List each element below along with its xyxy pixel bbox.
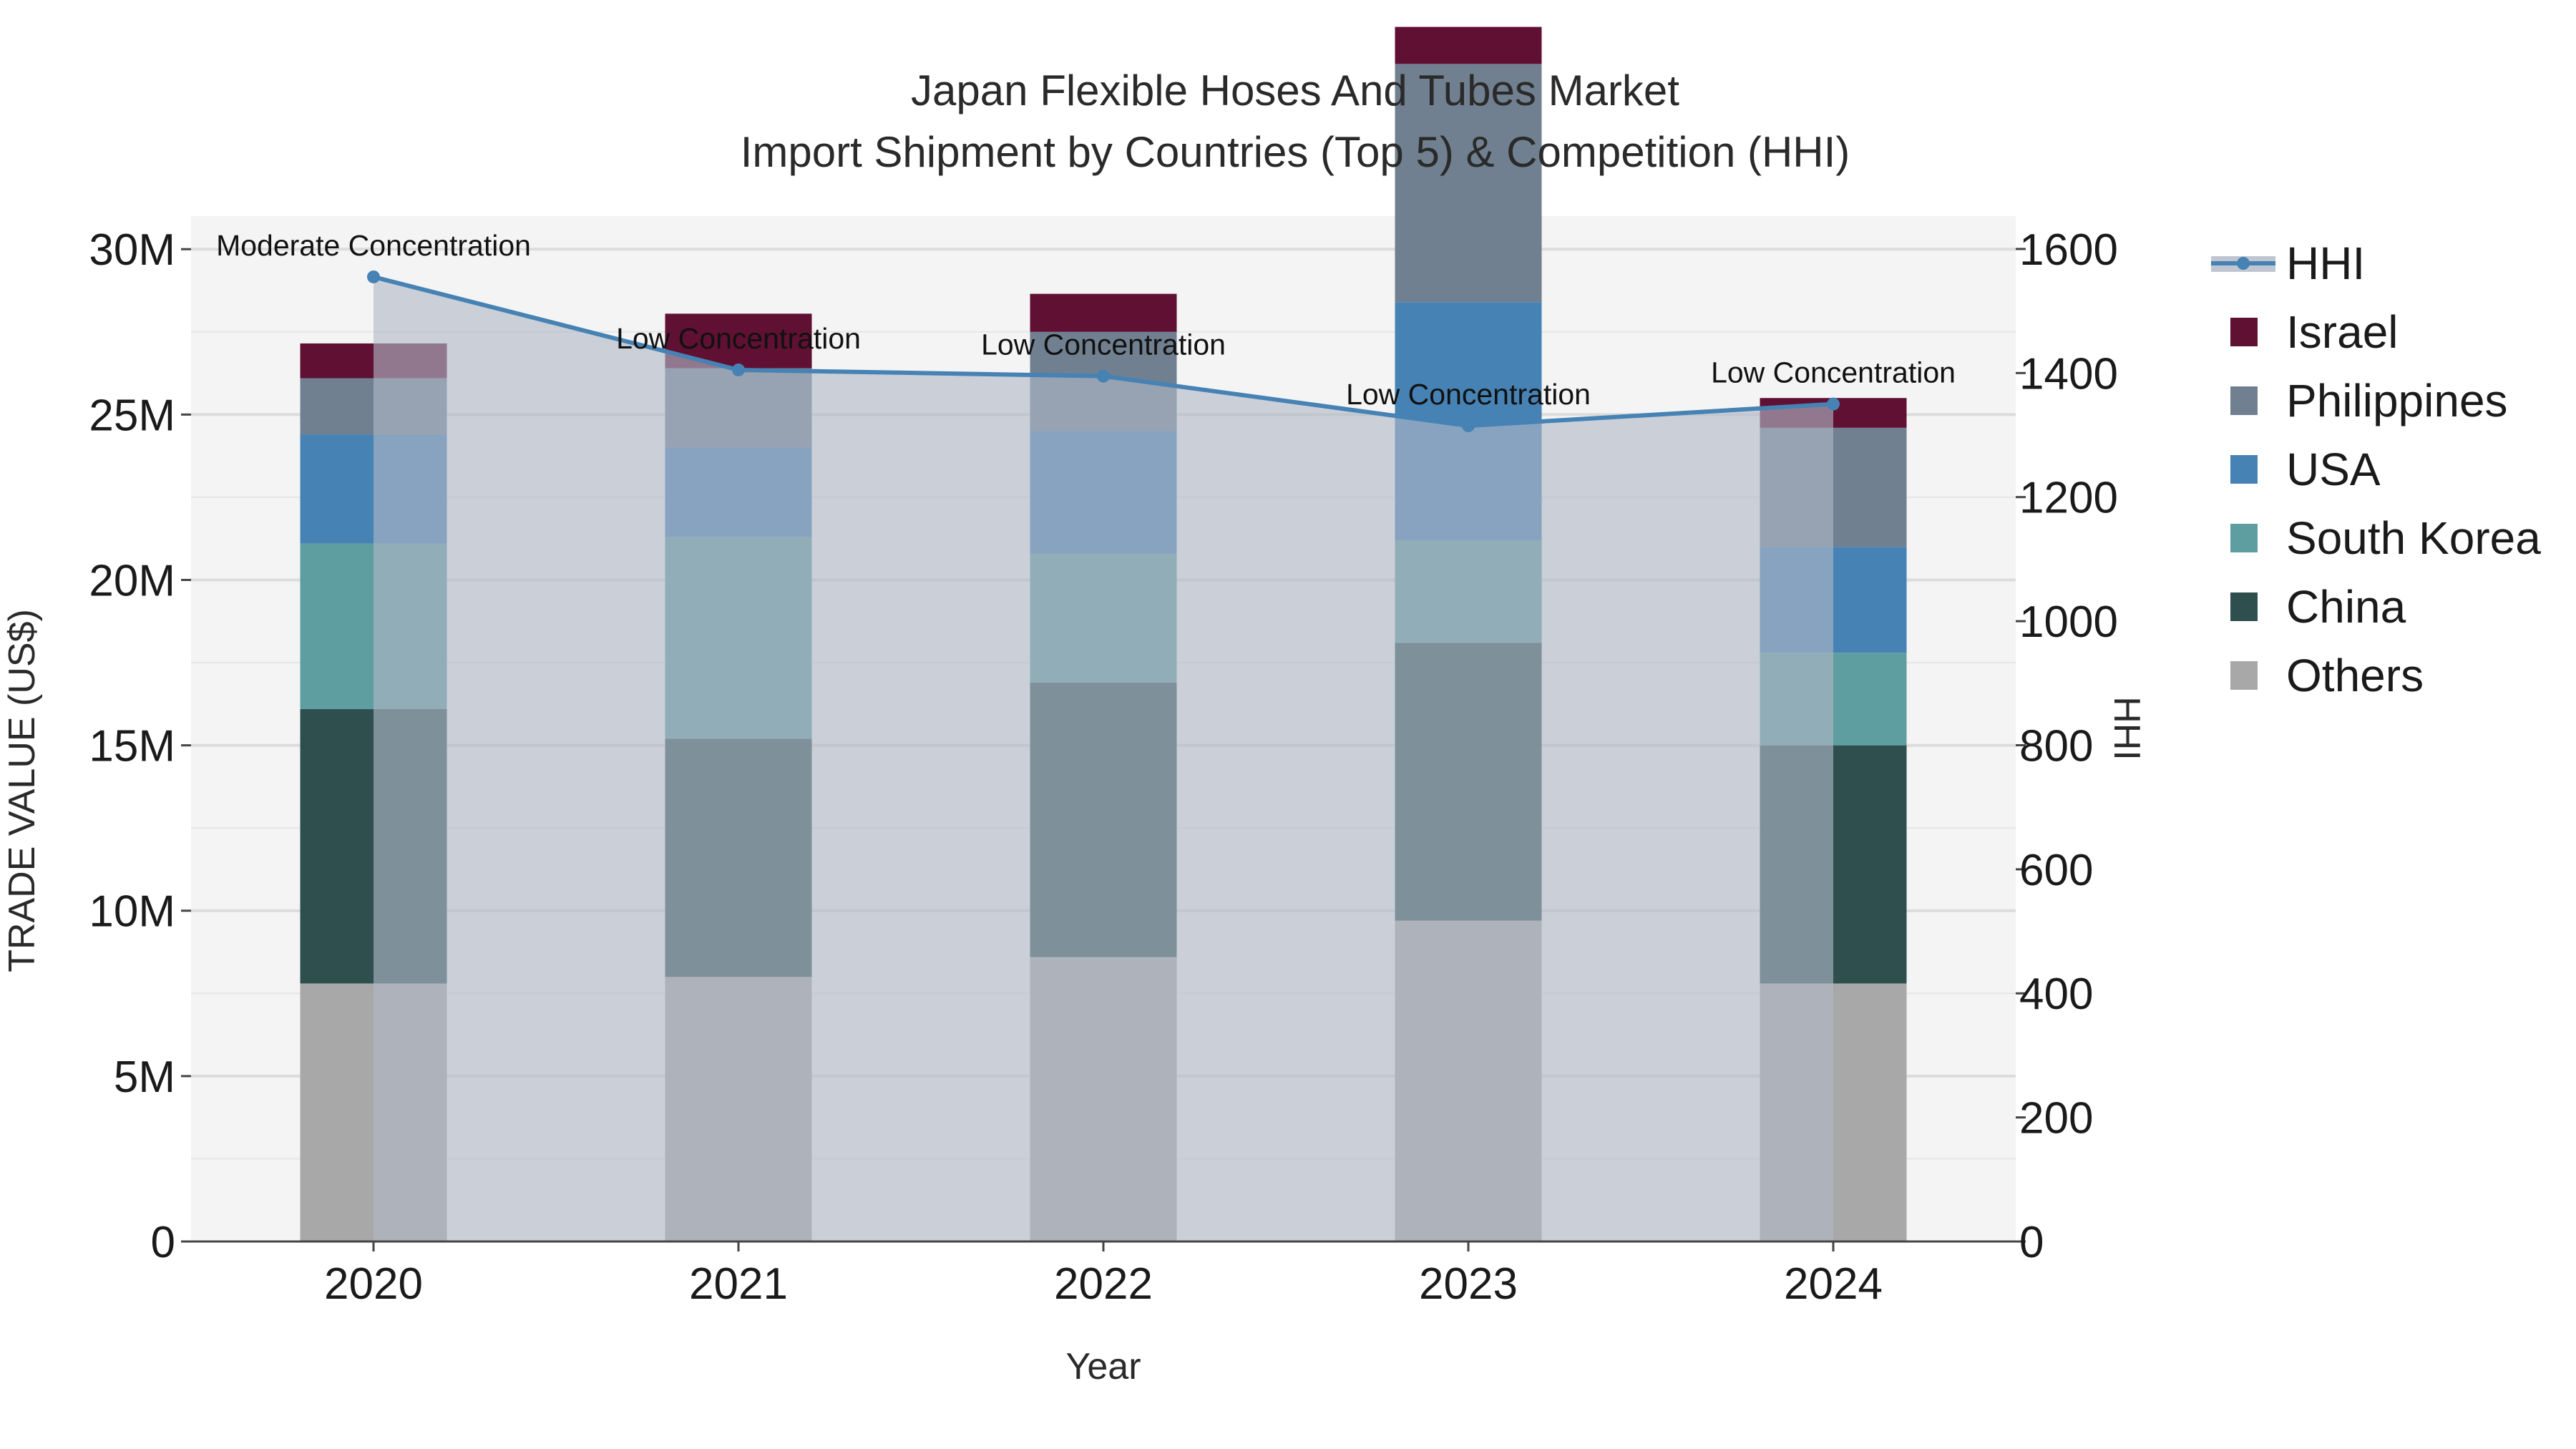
y2-tick-label: 1600 [2019, 225, 2118, 275]
y-axis-title: TRADE VALUE (US$) [1, 609, 43, 972]
y2-tick-label: 600 [2019, 846, 2093, 895]
bar-israel-2022 [1030, 293, 1177, 332]
hhi-point-2023 [1462, 419, 1475, 433]
y2-tick-label: 1000 [2019, 597, 2118, 647]
legend: HHI Israel Philippines USA South Korea China O… [2211, 238, 2541, 701]
y2-tick-label: 800 [2019, 721, 2093, 771]
y2-tick-label: 1400 [2019, 349, 2118, 399]
legend-label-philippines: Philippines [2286, 375, 2508, 426]
x-tick-label: 2024 [1784, 1259, 1883, 1309]
legend-swatch-south-korea [2230, 524, 2258, 552]
hhi-annotation-2021: Low Concentration [616, 322, 861, 355]
hhi-annotation-2024: Low Concentration [1711, 356, 1956, 389]
hhi-layer: Moderate Concentration Low Concentration L… [216, 229, 1956, 1242]
y2-axis-title: HHI [2106, 696, 2147, 761]
y2-tick-label: 1200 [2019, 474, 2118, 523]
bar-philippines-2023 [1395, 64, 1542, 303]
y2-tick-label: 0 [2019, 1218, 2044, 1267]
legend-swatch-israel [2230, 318, 2258, 346]
hhi-point-2024 [1827, 397, 1840, 411]
hhi-point-2020 [367, 270, 380, 283]
x-tick-label: 2023 [1419, 1259, 1518, 1309]
y-tick-label: 0 [151, 1218, 175, 1267]
x-tick-label: 2021 [689, 1259, 788, 1309]
y-tick-label: 25M [89, 391, 175, 440]
y-tick-label: 30M [89, 225, 175, 275]
hhi-annotation-2022: Low Concentration [981, 328, 1226, 361]
hhi-point-2021 [732, 363, 745, 376]
y2-tick-label: 400 [2019, 970, 2093, 1019]
y2-axis-ticks: 0 200 400 600 800 1000 1200 1400 1600 [2016, 225, 2118, 1267]
hhi-area [374, 276, 1833, 1242]
x-tick-label: 2020 [324, 1259, 423, 1309]
bar-israel-2023 [1395, 26, 1542, 64]
y2-tick-label: 200 [2019, 1094, 2093, 1143]
legend-label-south-korea: South Korea [2286, 512, 2541, 564]
legend-swatch-others [2230, 661, 2258, 690]
x-axis-ticks: 2020 2021 2022 2023 2024 [324, 1241, 1883, 1309]
legend-label-israel: Israel [2286, 306, 2399, 358]
y-tick-label: 20M [89, 556, 175, 605]
hhi-annotation-2023: Low Concentration [1346, 378, 1591, 411]
x-axis-title: Year [1065, 1346, 1141, 1387]
legend-swatch-philippines [2230, 386, 2258, 415]
y-tick-label: 10M [89, 887, 175, 937]
hhi-point-2022 [1097, 369, 1110, 383]
y-tick-label: 15M [89, 722, 175, 771]
x-tick-label: 2022 [1054, 1259, 1153, 1309]
chart-title: Japan Flexible Hoses And Tubes Market [911, 67, 1679, 114]
y-tick-label: 5M [114, 1053, 175, 1102]
legend-label-hhi: HHI [2286, 238, 2365, 289]
legend-swatch-china [2230, 592, 2258, 621]
legend-label-china: China [2286, 581, 2406, 633]
legend-swatch-usa [2230, 455, 2258, 484]
hhi-annotation-2020: Moderate Concentration [216, 229, 531, 262]
legend-label-usa: USA [2286, 444, 2381, 495]
chart-subtitle: Import Shipment by Countries (Top 5) & C… [741, 128, 1850, 176]
legend-swatch-hhi-marker [2237, 257, 2250, 270]
y-axis-ticks: 0 5M 10M 15M 20M 25M 30M [89, 225, 191, 1267]
legend-label-others: Others [2286, 650, 2424, 701]
